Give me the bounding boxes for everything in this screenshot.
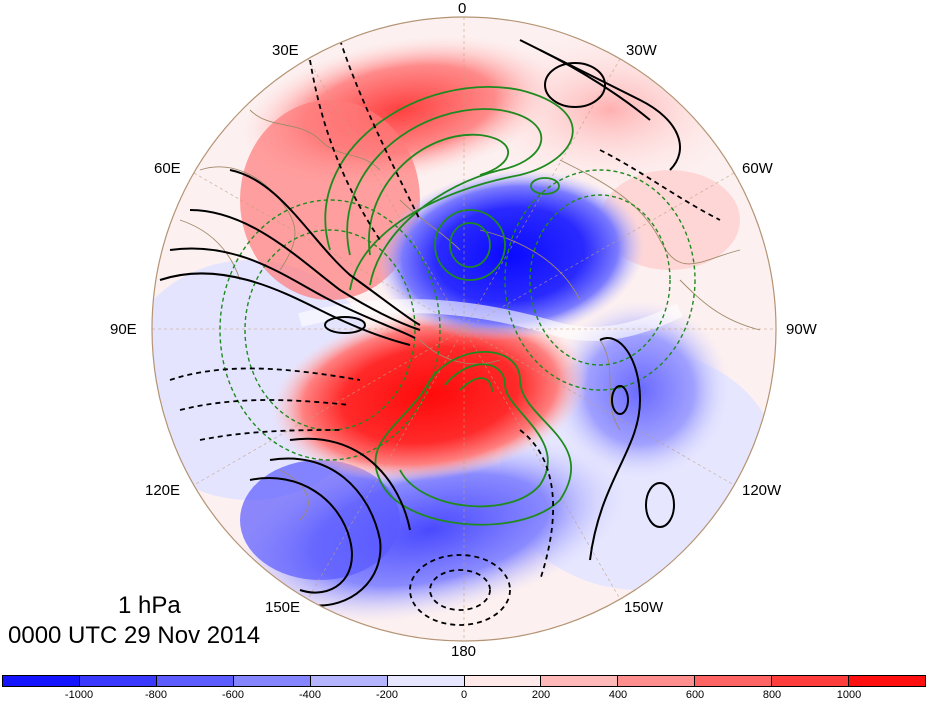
lon-label-120e: 120E <box>145 482 181 499</box>
colorbar-tick-label: 400 <box>608 689 628 701</box>
colorbar-segment <box>3 676 80 686</box>
lon-label-120w: 120W <box>742 482 782 499</box>
lon-label-60e: 60E <box>154 160 181 177</box>
green-dashed-contours <box>219 169 696 461</box>
colorbar-segment <box>156 676 234 686</box>
black-contours <box>159 39 681 607</box>
colorbar-tick-label: 0 <box>460 689 468 701</box>
colorbar-tick-label: -200 <box>375 689 399 701</box>
colorbar-segment <box>618 676 696 686</box>
colorbar-segment <box>849 676 926 686</box>
colorbar-tick-label: 800 <box>762 689 782 701</box>
shaded-field <box>152 17 776 641</box>
map-boundary <box>151 16 777 642</box>
coastlines <box>179 109 761 521</box>
colorbar <box>2 675 926 687</box>
lon-label-60w: 60W <box>742 160 773 177</box>
colorbar-tick-label: 200 <box>531 689 551 701</box>
green-contours <box>324 86 574 526</box>
colorbar-segment <box>541 676 619 686</box>
black-dashed-contours <box>169 39 721 626</box>
colorbar-tick-label: 1000 <box>836 689 862 701</box>
colorbar-tick-label: -800 <box>144 689 168 701</box>
colorbar-tick-label: -600 <box>221 689 245 701</box>
lon-label-0: 0 <box>458 0 467 17</box>
colorbar-segment <box>464 676 542 686</box>
colorbar-segment <box>387 676 465 686</box>
colorbar-segment <box>310 676 388 686</box>
title-level: 1 hPa <box>118 592 181 619</box>
lon-label-90e: 90E <box>110 321 137 338</box>
meridians <box>152 17 776 641</box>
colorbar-tick-label: -400 <box>298 689 322 701</box>
lon-label-30e: 30E <box>272 42 299 59</box>
colorbar-segment <box>79 676 157 686</box>
lon-label-90w: 90W <box>786 321 817 338</box>
colorbar-segment <box>695 676 773 686</box>
title-time: 0000 UTC 29 Nov 2014 <box>8 622 261 649</box>
colorbar-segment <box>233 676 311 686</box>
colorbar-segment <box>772 676 850 686</box>
lon-label-150e: 150E <box>265 599 301 616</box>
lon-label-150w: 150W <box>624 599 664 616</box>
lon-label-180: 180 <box>451 643 477 660</box>
colorbar-tick-label: -1000 <box>64 689 94 701</box>
lon-label-30w: 30W <box>626 42 657 59</box>
colorbar-tick-label: 600 <box>685 689 705 701</box>
